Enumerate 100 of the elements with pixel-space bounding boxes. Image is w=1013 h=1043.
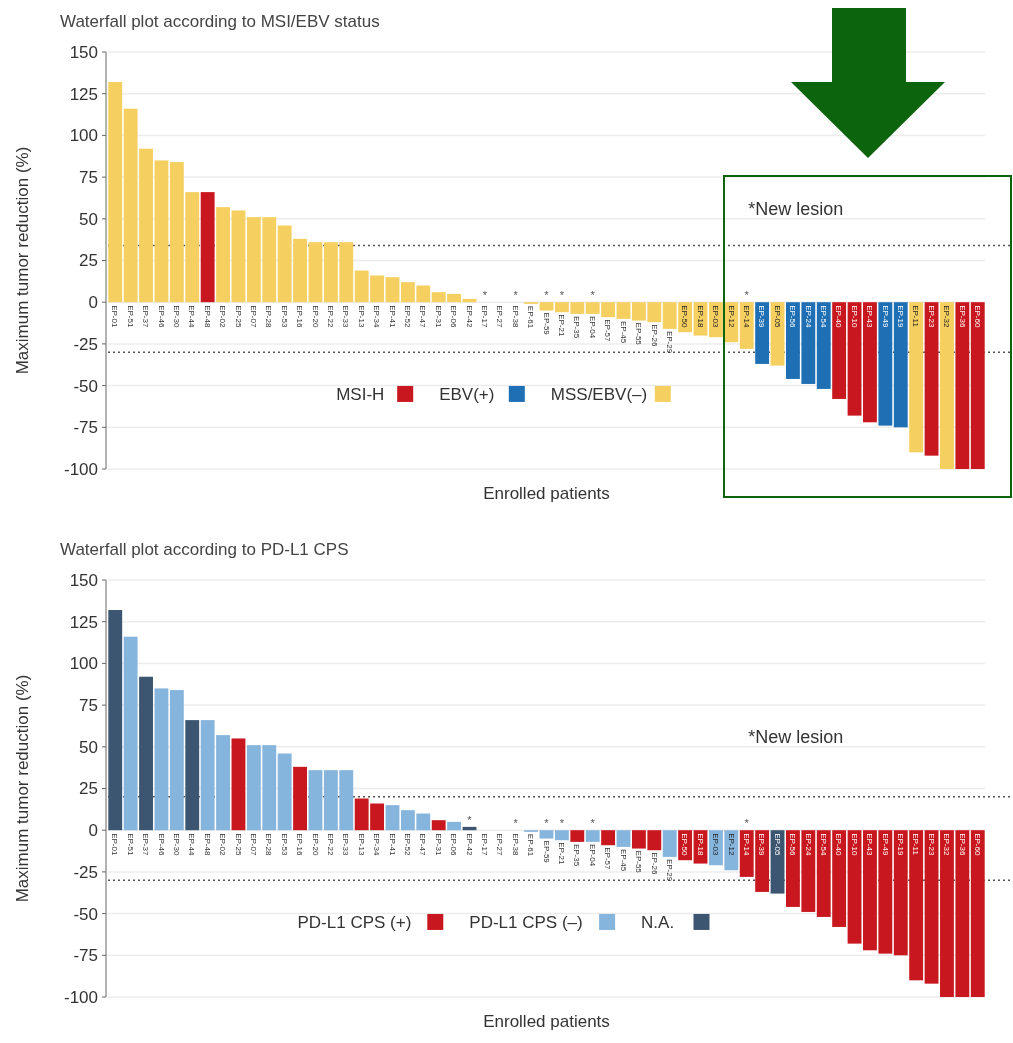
x-tick-label: EP-42 bbox=[464, 833, 474, 856]
bar bbox=[970, 302, 985, 469]
x-tick-label: EP-31 bbox=[433, 305, 443, 328]
x-tick-label: EP-17 bbox=[480, 833, 490, 856]
y-tick-label: -100 bbox=[63, 987, 98, 1007]
x-tick-label: EP-53 bbox=[279, 833, 289, 856]
x-tick-label: EP-32 bbox=[942, 305, 952, 328]
annotation: * bbox=[590, 289, 596, 302]
x-tick-label: EP-03 bbox=[711, 833, 721, 856]
x-tick-label: EP-07 bbox=[249, 305, 259, 328]
x-tick-label: EP-36 bbox=[957, 833, 967, 856]
bar bbox=[955, 302, 970, 469]
bar bbox=[539, 302, 554, 311]
bar bbox=[154, 688, 169, 831]
x-tick-label: EP-23 bbox=[926, 833, 936, 856]
bar bbox=[447, 821, 462, 831]
x-tick-label: EP-33 bbox=[341, 305, 351, 328]
bar bbox=[185, 720, 200, 831]
x-tick-label: EP-21 bbox=[557, 314, 567, 337]
x-tick-label: EP-47 bbox=[418, 305, 428, 328]
y-tick-label: -50 bbox=[73, 904, 98, 924]
x-tick-label: EP-44 bbox=[187, 833, 197, 856]
legend-label: PD-L1 CPS (+) bbox=[297, 912, 412, 932]
x-tick-label: EP-20 bbox=[310, 833, 320, 856]
x-tick-label: EP-57 bbox=[603, 319, 613, 342]
bar bbox=[539, 830, 554, 839]
bar bbox=[231, 210, 246, 303]
x-tick-label: EP-10 bbox=[849, 833, 859, 856]
x-tick-label: EP-01 bbox=[110, 833, 120, 856]
x-tick-label: EP-46 bbox=[156, 305, 166, 328]
x-tick-label: EP-02 bbox=[218, 305, 228, 328]
bar bbox=[847, 302, 862, 416]
x-tick-label: EP-01 bbox=[110, 305, 120, 328]
y-tick-label: 75 bbox=[79, 168, 98, 188]
x-tick-label: EP-42 bbox=[464, 305, 474, 328]
legend-label: MSS/EBV(–) bbox=[550, 384, 648, 404]
x-tick-label: EP-29 bbox=[664, 330, 674, 354]
annotation: * bbox=[559, 289, 565, 302]
y-tick-label: 100 bbox=[69, 126, 98, 146]
bar bbox=[308, 770, 323, 831]
x-tick-label: EP-30 bbox=[172, 305, 182, 328]
x-tick-label: EP-36 bbox=[957, 305, 967, 328]
x-tick-label: EP-07 bbox=[249, 833, 259, 856]
x-tick-label: EP-52 bbox=[403, 305, 413, 328]
y-tick-label: -25 bbox=[73, 334, 98, 354]
bar bbox=[108, 610, 123, 831]
x-tick-label: EP-56 bbox=[788, 833, 798, 856]
x-tick-label: EP-47 bbox=[418, 833, 428, 856]
bar bbox=[385, 805, 400, 831]
x-tick-label: EP-27 bbox=[495, 833, 505, 856]
y-tick-label: 75 bbox=[79, 696, 98, 716]
x-tick-label: EP-12 bbox=[726, 833, 736, 856]
x-tick-label: EP-32 bbox=[942, 833, 952, 856]
x-tick-label: EP-33 bbox=[341, 833, 351, 856]
y-tick-label: 50 bbox=[79, 209, 98, 229]
x-tick-label: EP-39 bbox=[757, 305, 767, 328]
x-tick-label: EP-05 bbox=[772, 305, 782, 328]
x-tick-label: EP-22 bbox=[326, 305, 336, 328]
x-tick-label: EP-16 bbox=[295, 833, 305, 856]
y-tick-label: 100 bbox=[69, 654, 98, 674]
x-tick-label: EP-46 bbox=[156, 833, 166, 856]
x-tick-label: EP-38 bbox=[510, 833, 520, 856]
x-tick-label: EP-37 bbox=[141, 305, 151, 328]
bar bbox=[139, 676, 153, 831]
x-tick-label: EP-51 bbox=[125, 305, 135, 328]
x-tick-label: EP-61 bbox=[526, 833, 536, 857]
bar bbox=[940, 302, 954, 469]
x-tick-label: EP-22 bbox=[326, 833, 336, 856]
bar bbox=[293, 766, 307, 831]
y-tick-label: 25 bbox=[79, 251, 98, 271]
bar bbox=[847, 830, 862, 944]
x-tick-label: EP-35 bbox=[572, 843, 582, 867]
bar bbox=[755, 302, 770, 364]
annotation: * bbox=[544, 289, 550, 302]
x-tick-label: EP-28 bbox=[264, 833, 274, 856]
x-tick-label: EP-52 bbox=[403, 833, 413, 856]
annotation: * bbox=[513, 289, 519, 302]
x-tick-label: EP-26 bbox=[649, 324, 659, 347]
x-tick-label: EP-02 bbox=[218, 833, 228, 856]
x-tick-label: EP-16 bbox=[295, 305, 305, 328]
x-tick-label: EP-30 bbox=[172, 833, 182, 856]
bar bbox=[816, 302, 831, 389]
annotation: * bbox=[482, 289, 488, 302]
x-tick-label: EP-53 bbox=[279, 305, 289, 328]
x-tick-label: EP-25 bbox=[233, 305, 243, 328]
x-tick-label: EP-26 bbox=[649, 852, 659, 875]
x-tick-label: EP-17 bbox=[480, 305, 490, 328]
x-tick-label: EP-60 bbox=[972, 833, 982, 856]
x-tick-label: EP-27 bbox=[495, 305, 505, 328]
bar bbox=[863, 302, 877, 423]
x-tick-label: EP-40 bbox=[834, 833, 844, 856]
x-tick-label: EP-04 bbox=[587, 315, 597, 339]
y-axis-title: Maximum tumor reduction (%) bbox=[13, 674, 32, 903]
annotation: * bbox=[513, 817, 519, 830]
x-tick-label: EP-10 bbox=[849, 305, 859, 328]
x-tick-label: EP-34 bbox=[372, 305, 382, 328]
y-tick-label: -100 bbox=[63, 459, 98, 479]
bar bbox=[832, 302, 847, 399]
x-tick-label: EP-13 bbox=[356, 305, 366, 328]
x-tick-label: EP-11 bbox=[911, 833, 921, 856]
